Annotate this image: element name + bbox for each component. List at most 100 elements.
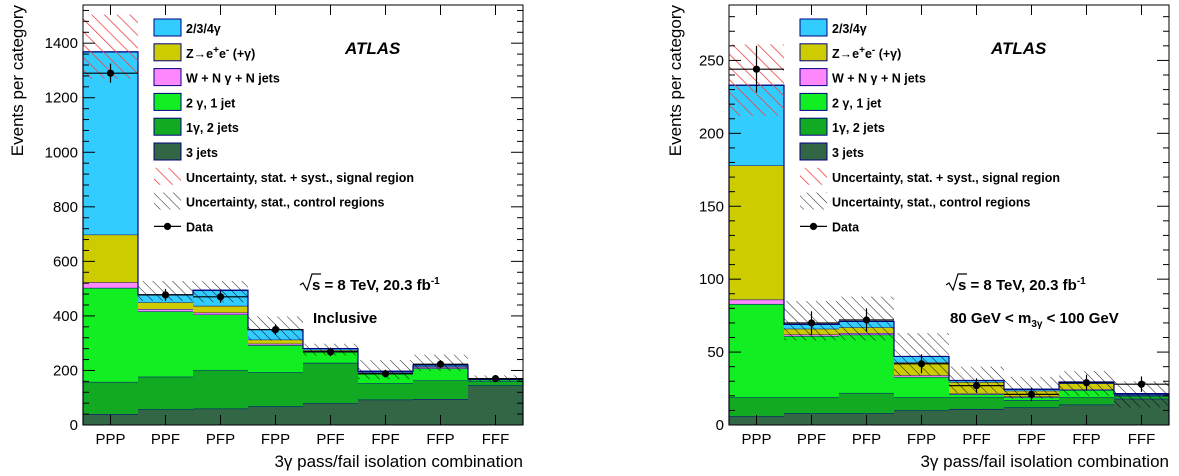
bar-segment bbox=[248, 339, 303, 344]
legend-swatch bbox=[800, 192, 827, 210]
bar-segment bbox=[193, 314, 248, 371]
legend-swatch bbox=[799, 92, 828, 111]
data-marker bbox=[381, 370, 390, 378]
legend-label: 1γ, 2 jets bbox=[186, 121, 239, 135]
legend-label: 2/3/4γ bbox=[186, 22, 221, 36]
y-tick-label: 250 bbox=[699, 52, 724, 69]
legend-swatch bbox=[799, 117, 828, 136]
data-marker bbox=[106, 69, 115, 77]
data-marker bbox=[326, 348, 335, 356]
legend-entry-s3: W + N γ + N jets bbox=[799, 68, 926, 87]
y-axis-title: Events per category bbox=[666, 5, 685, 157]
y-tick-label: 1400 bbox=[45, 35, 78, 52]
bar-segment bbox=[248, 372, 303, 407]
legend-entry-s0: 3 jets bbox=[799, 142, 864, 161]
data-point bbox=[468, 375, 523, 383]
legend-marker bbox=[163, 222, 172, 230]
y-tick-label: 400 bbox=[53, 308, 78, 325]
legend-label: 2 γ, 1 jet bbox=[832, 96, 882, 110]
legend-swatch bbox=[153, 43, 182, 62]
bar-segment bbox=[138, 302, 193, 310]
energy-label: s = 8 TeV, 20.3 fb-1 bbox=[312, 276, 440, 294]
legend-swatch bbox=[153, 92, 182, 111]
legend-entry-ctl: Uncertainty, stat., control regions bbox=[800, 192, 1030, 210]
data-point bbox=[83, 63, 138, 83]
data-point bbox=[784, 311, 839, 335]
legend-label: Uncertainty, stat. + syst., signal regio… bbox=[186, 171, 414, 185]
data-marker bbox=[1082, 379, 1091, 387]
legend-swatch bbox=[154, 192, 181, 210]
x-tick-label: FFP bbox=[1072, 431, 1100, 448]
bar-segment bbox=[303, 403, 358, 425]
legend-swatch bbox=[153, 117, 182, 136]
x-tick-label: FPP bbox=[261, 431, 290, 448]
bar-segment bbox=[83, 287, 138, 382]
legend-label: Z→e+e- (+γ) bbox=[186, 45, 255, 61]
legend-swatch bbox=[153, 68, 182, 87]
bar-segment bbox=[784, 336, 839, 398]
data-point bbox=[729, 45, 784, 93]
data-point bbox=[138, 288, 193, 301]
region-label: Inclusive bbox=[313, 310, 377, 327]
data-marker bbox=[491, 375, 500, 383]
y-tick-label: 100 bbox=[699, 271, 724, 288]
bar-segment bbox=[248, 343, 303, 346]
bar-segment bbox=[894, 397, 949, 411]
energy-label: s = 8 TeV, 20.3 fb-1 bbox=[958, 276, 1086, 294]
y-tick-label: 0 bbox=[716, 417, 724, 434]
bar-segment bbox=[138, 376, 193, 410]
legend-marker bbox=[809, 222, 818, 230]
legend-swatch bbox=[799, 142, 828, 161]
data-point bbox=[193, 290, 248, 303]
bar-segment bbox=[193, 305, 248, 313]
legend-swatch bbox=[153, 18, 182, 37]
bar-segment bbox=[138, 311, 193, 377]
bar-segment bbox=[839, 392, 894, 414]
data-point bbox=[839, 308, 894, 332]
y-tick-label: 200 bbox=[53, 362, 78, 379]
control-uncertainty-band bbox=[358, 360, 413, 380]
series-1 bbox=[83, 362, 523, 415]
legend-entry-s1: 1γ, 2 jets bbox=[153, 117, 239, 136]
x-tick-label: FFP bbox=[426, 431, 454, 448]
right-panel: 0 50 100 150 200 250 PPP PPF PFP FPP PFF FPF FFP FFF 3… bbox=[666, 4, 1170, 471]
legend-entry-s2: 2 γ, 1 jet bbox=[799, 92, 882, 111]
x-tick-label: PFP bbox=[852, 431, 881, 448]
legend-entry-s4: Z→e+e- (+γ) bbox=[799, 43, 901, 62]
legend-label: Uncertainty, stat., control regions bbox=[186, 196, 384, 210]
region-label: 80 GeV < m3γ < 100 GeV bbox=[950, 310, 1119, 330]
bar-segment bbox=[729, 165, 784, 300]
y-tick-label: 50 bbox=[707, 344, 724, 361]
legend-entry-dat: Data bbox=[154, 220, 214, 234]
legend-swatch bbox=[799, 18, 828, 37]
data-point bbox=[303, 347, 358, 357]
bar-segment bbox=[839, 334, 894, 393]
legend-swatch bbox=[799, 68, 828, 87]
bar-segment bbox=[83, 282, 138, 288]
legend-label: Data bbox=[186, 220, 214, 234]
legend-entry-sig: Uncertainty, stat. + syst., signal regio… bbox=[800, 167, 1060, 185]
bar-segment bbox=[303, 351, 358, 363]
atlas-label: ATLAS bbox=[344, 39, 401, 58]
legend-entry-s3: W + N γ + N jets bbox=[153, 68, 280, 87]
legend-swatch bbox=[799, 43, 828, 62]
data-point bbox=[413, 360, 468, 369]
data-point bbox=[894, 354, 949, 374]
data-marker bbox=[161, 291, 170, 299]
x-tick-label: PPP bbox=[741, 431, 771, 448]
bar-segment bbox=[248, 345, 303, 373]
y-tick-label: 150 bbox=[699, 198, 724, 215]
legend-entry-dat: Data bbox=[800, 220, 860, 234]
y-tick-label: 1200 bbox=[45, 90, 78, 107]
legend-entry-s5: 2/3/4γ bbox=[153, 18, 221, 37]
plot-frame bbox=[82, 4, 524, 426]
bar-segment bbox=[303, 362, 358, 404]
data-marker bbox=[917, 360, 926, 368]
legend-label: 2/3/4γ bbox=[832, 22, 867, 36]
data-point bbox=[248, 324, 303, 335]
x-tick-label: PPF bbox=[797, 431, 826, 448]
legend-label: Data bbox=[832, 220, 860, 234]
bar-segment bbox=[468, 381, 523, 386]
legend-label: 3 jets bbox=[186, 146, 218, 160]
